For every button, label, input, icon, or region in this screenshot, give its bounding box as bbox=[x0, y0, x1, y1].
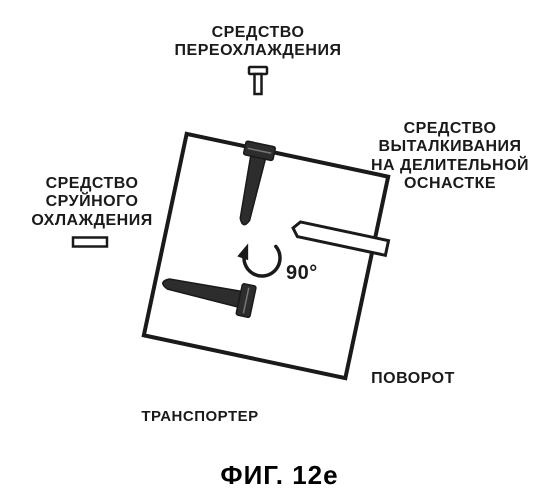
figure-caption: ФИГ. 12e bbox=[0, 460, 559, 491]
label-top: СРЕДСТВО ПЕРЕОХЛАЖДЕНИЯ bbox=[108, 24, 408, 61]
label-angle: 90° bbox=[286, 262, 318, 285]
small-bar-icon bbox=[73, 238, 107, 247]
label-bottom-right: ПОВОРОТ bbox=[263, 370, 559, 388]
small-screw-icon bbox=[249, 67, 267, 94]
label-right: СРЕДСТВО ВЫТАЛКИВАНИЯ НА ДЕЛИТЕЛЬНОЙ ОСН… bbox=[300, 120, 559, 194]
diagram-stage: СРЕДСТВО ПЕРЕОХЛАЖДЕНИЯ СРЕДСТВО ВЫТАЛКИ… bbox=[0, 0, 559, 500]
label-left: СРЕДСТВО СРУЙНОГО ОХЛАЖДЕНИЯ bbox=[0, 175, 242, 230]
label-bottom-left: ТРАНСПОРТЕР bbox=[50, 408, 350, 425]
